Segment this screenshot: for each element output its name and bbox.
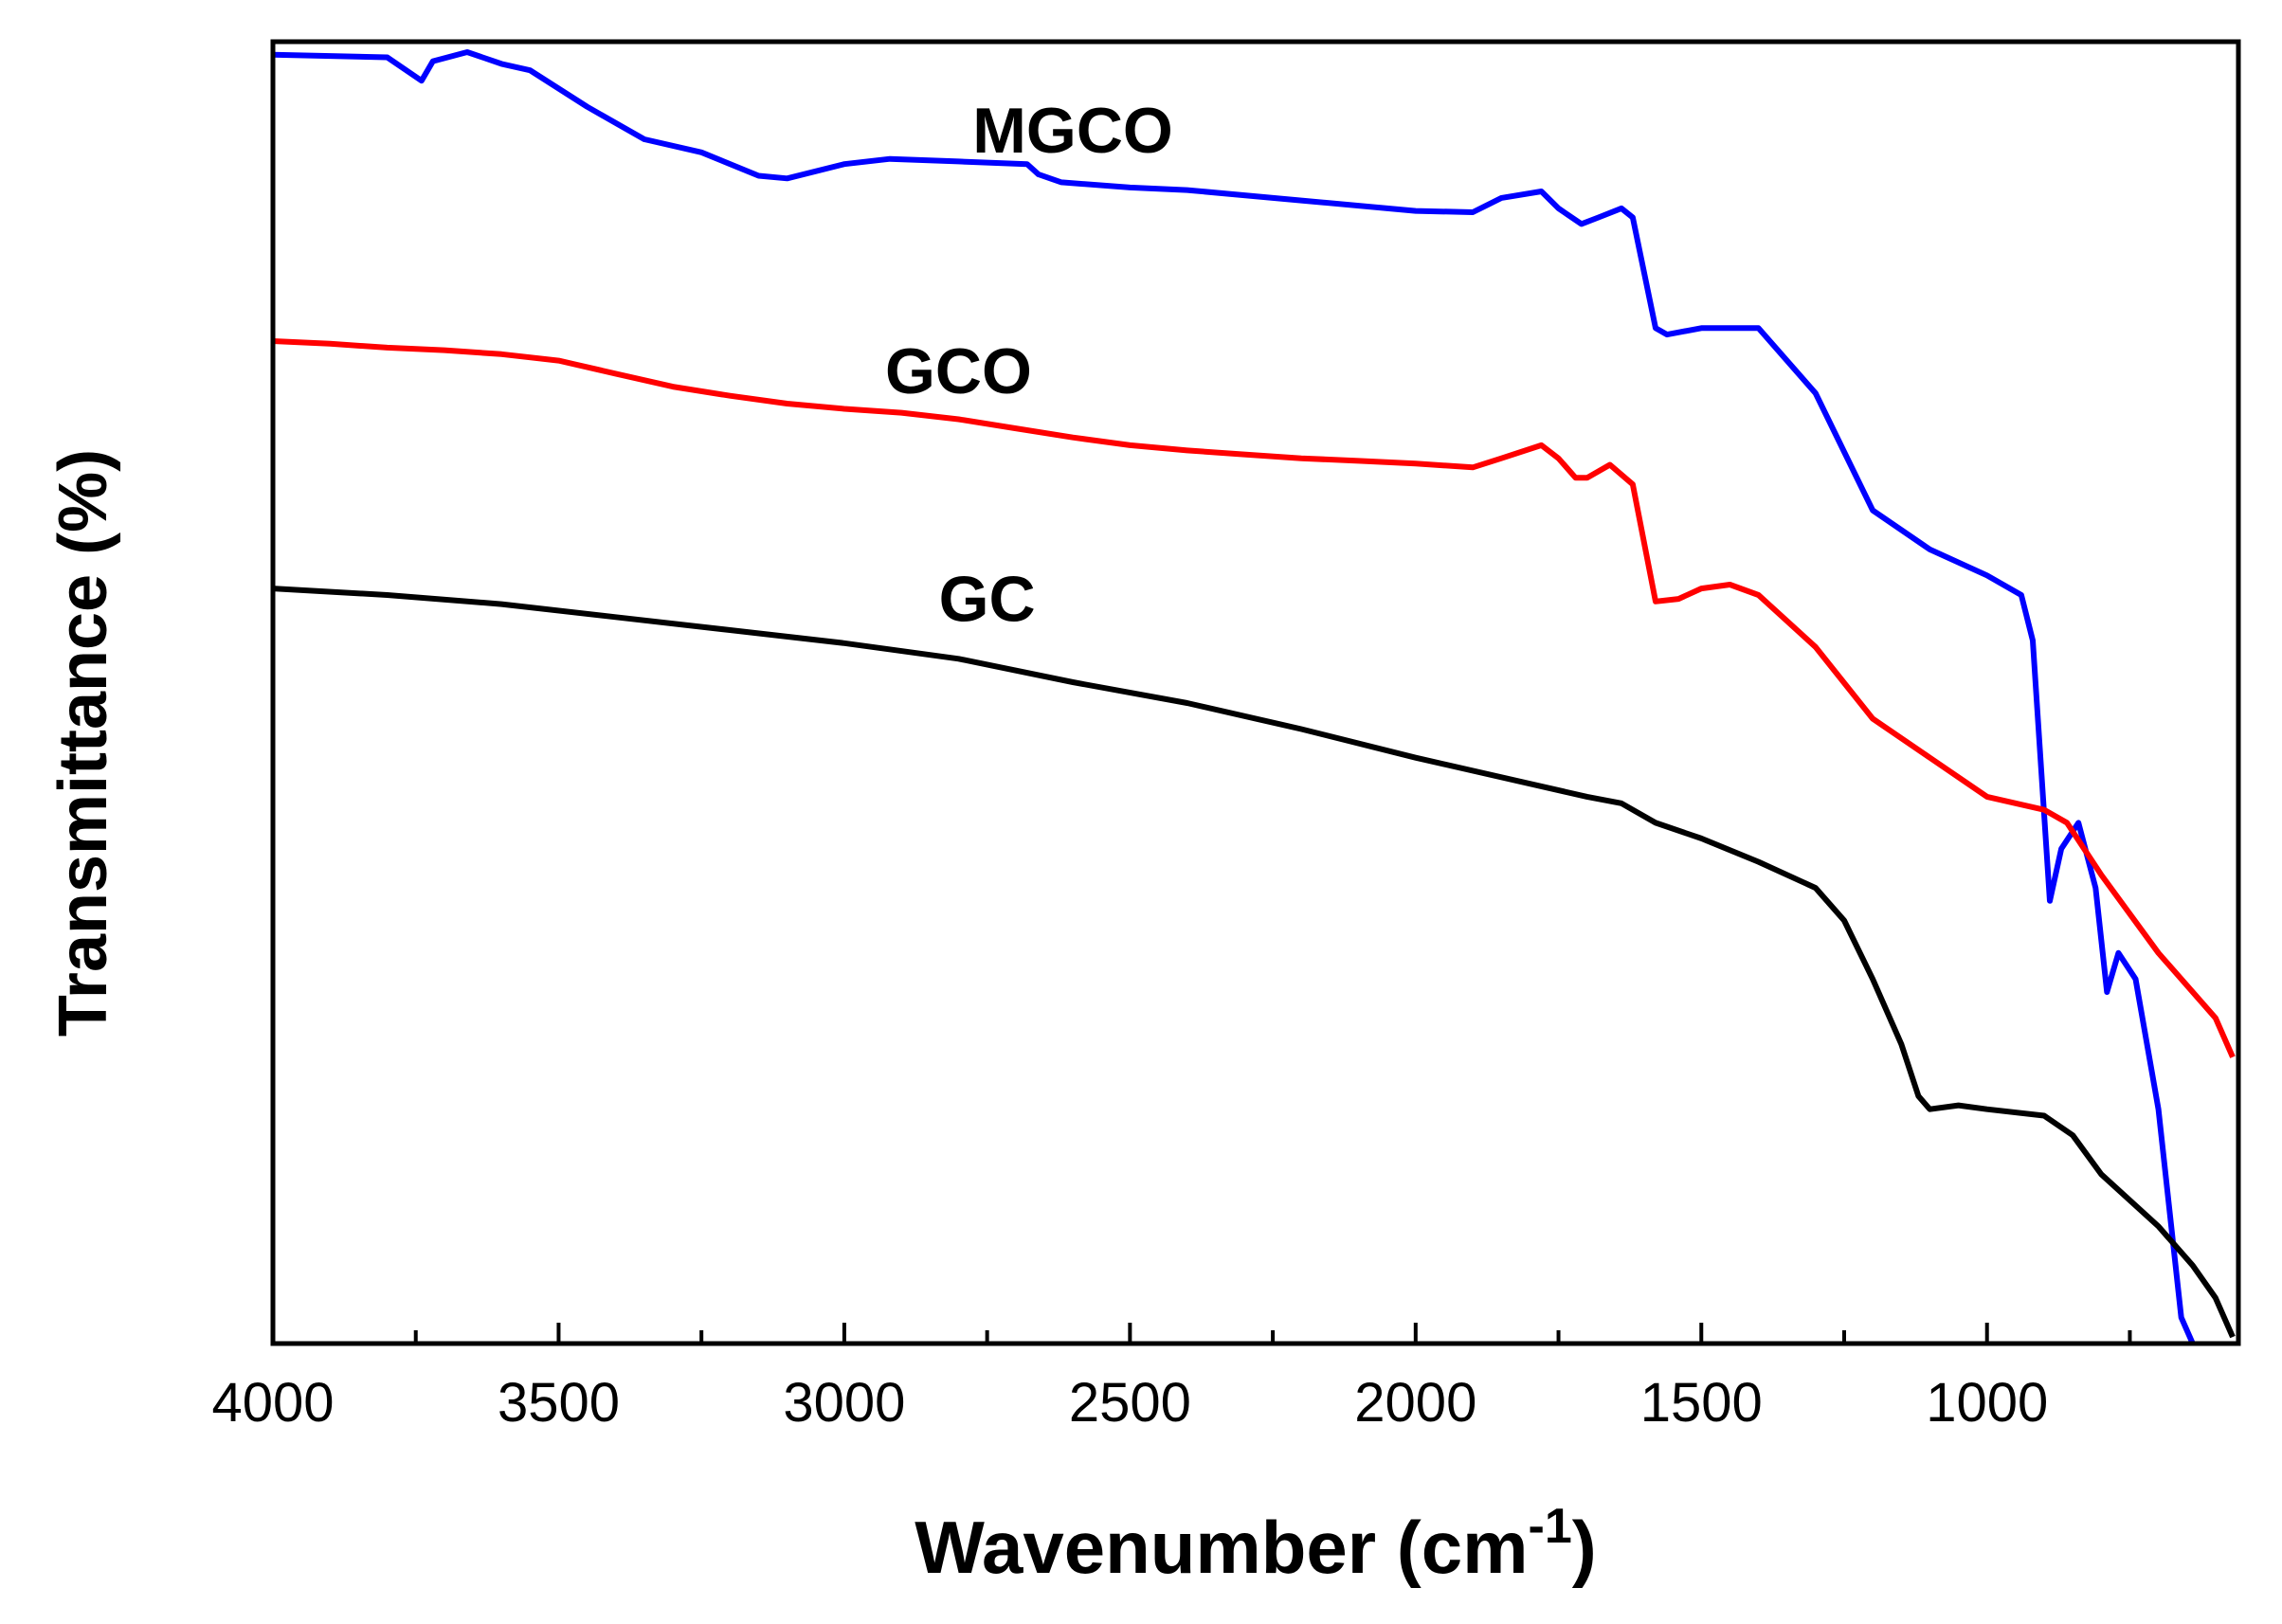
x-tick-label: 2000 (1354, 1372, 1476, 1434)
tick-layer: 4000 3500 3000 2500 2000 1500 1000 (211, 1323, 2132, 1434)
series-line-gco (272, 338, 2236, 1058)
series-line-gc (272, 586, 2236, 1339)
x-axis-title-text: Wavenumber (cm (915, 1506, 1528, 1589)
x-tick-label: 1000 (1926, 1372, 2048, 1434)
plot-frame (270, 39, 2241, 1346)
x-axis-title-superscript: -1 (1529, 1499, 1572, 1554)
label-layer: MGCO GCO GC (885, 95, 1173, 636)
y-axis-title: Transmittance (%) (45, 449, 121, 1037)
x-tick-label: 1500 (1640, 1372, 1763, 1434)
series-label-mgco: MGCO (972, 95, 1173, 167)
series-line-mgco (272, 49, 2196, 1345)
x-tick-label: 4000 (211, 1372, 334, 1434)
x-tick-label: 3500 (498, 1372, 620, 1434)
x-tick-label: 2500 (1069, 1372, 1191, 1434)
x-tick-label: 3000 (783, 1372, 905, 1434)
x-axis-title-close: ) (1572, 1506, 1597, 1589)
series-label-gc: GC (939, 563, 1036, 635)
series-layer (272, 49, 2236, 1345)
x-axis-title: Wavenumber (cm-1) (915, 1499, 1597, 1589)
series-label-gco: GCO (885, 335, 1032, 407)
